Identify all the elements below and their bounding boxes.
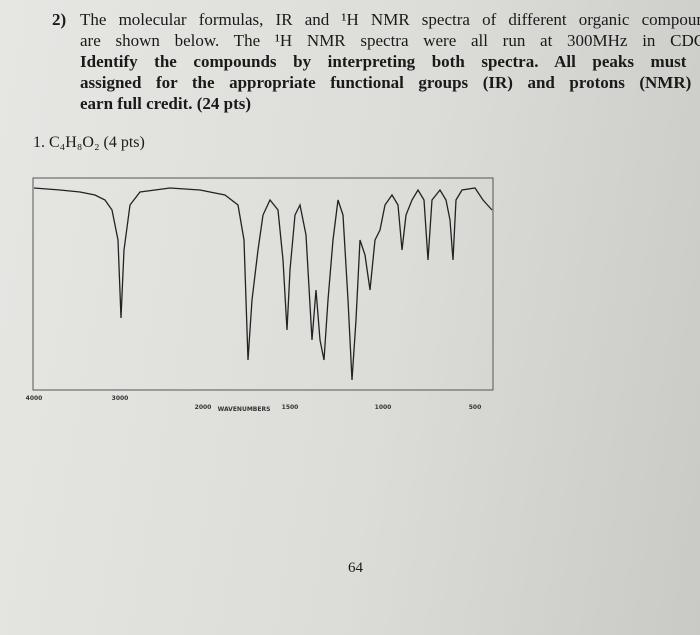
problem-label: 1. C₄H₈O₂ (4 pts) xyxy=(33,134,145,151)
question-number: 2) xyxy=(52,10,67,29)
page-number: 64 xyxy=(348,560,363,576)
question-line: are shown below. The ¹H NMR spectra were… xyxy=(80,31,700,50)
x-tick-label: 2000 xyxy=(195,404,212,411)
question-line: The molecular formulas, IR and ¹H NMR sp… xyxy=(80,10,700,29)
x-tick-label: 3000 xyxy=(112,395,129,402)
question-line: earn full credit. (24 pts) xyxy=(80,94,252,113)
question-line: Identify the compounds by interpreting b… xyxy=(80,52,700,71)
x-tick-label: 1000 xyxy=(375,404,392,411)
spectrum-trace xyxy=(33,187,493,381)
x-axis-label: WAVENUMBERS xyxy=(218,406,271,413)
question-line: assigned for the appropriate functional … xyxy=(80,73,700,92)
spectrum-frame xyxy=(32,177,494,391)
x-tick-label: 4000 xyxy=(26,395,43,402)
x-tick-label: 500 xyxy=(469,404,482,411)
x-tick-label: 1500 xyxy=(282,404,299,411)
